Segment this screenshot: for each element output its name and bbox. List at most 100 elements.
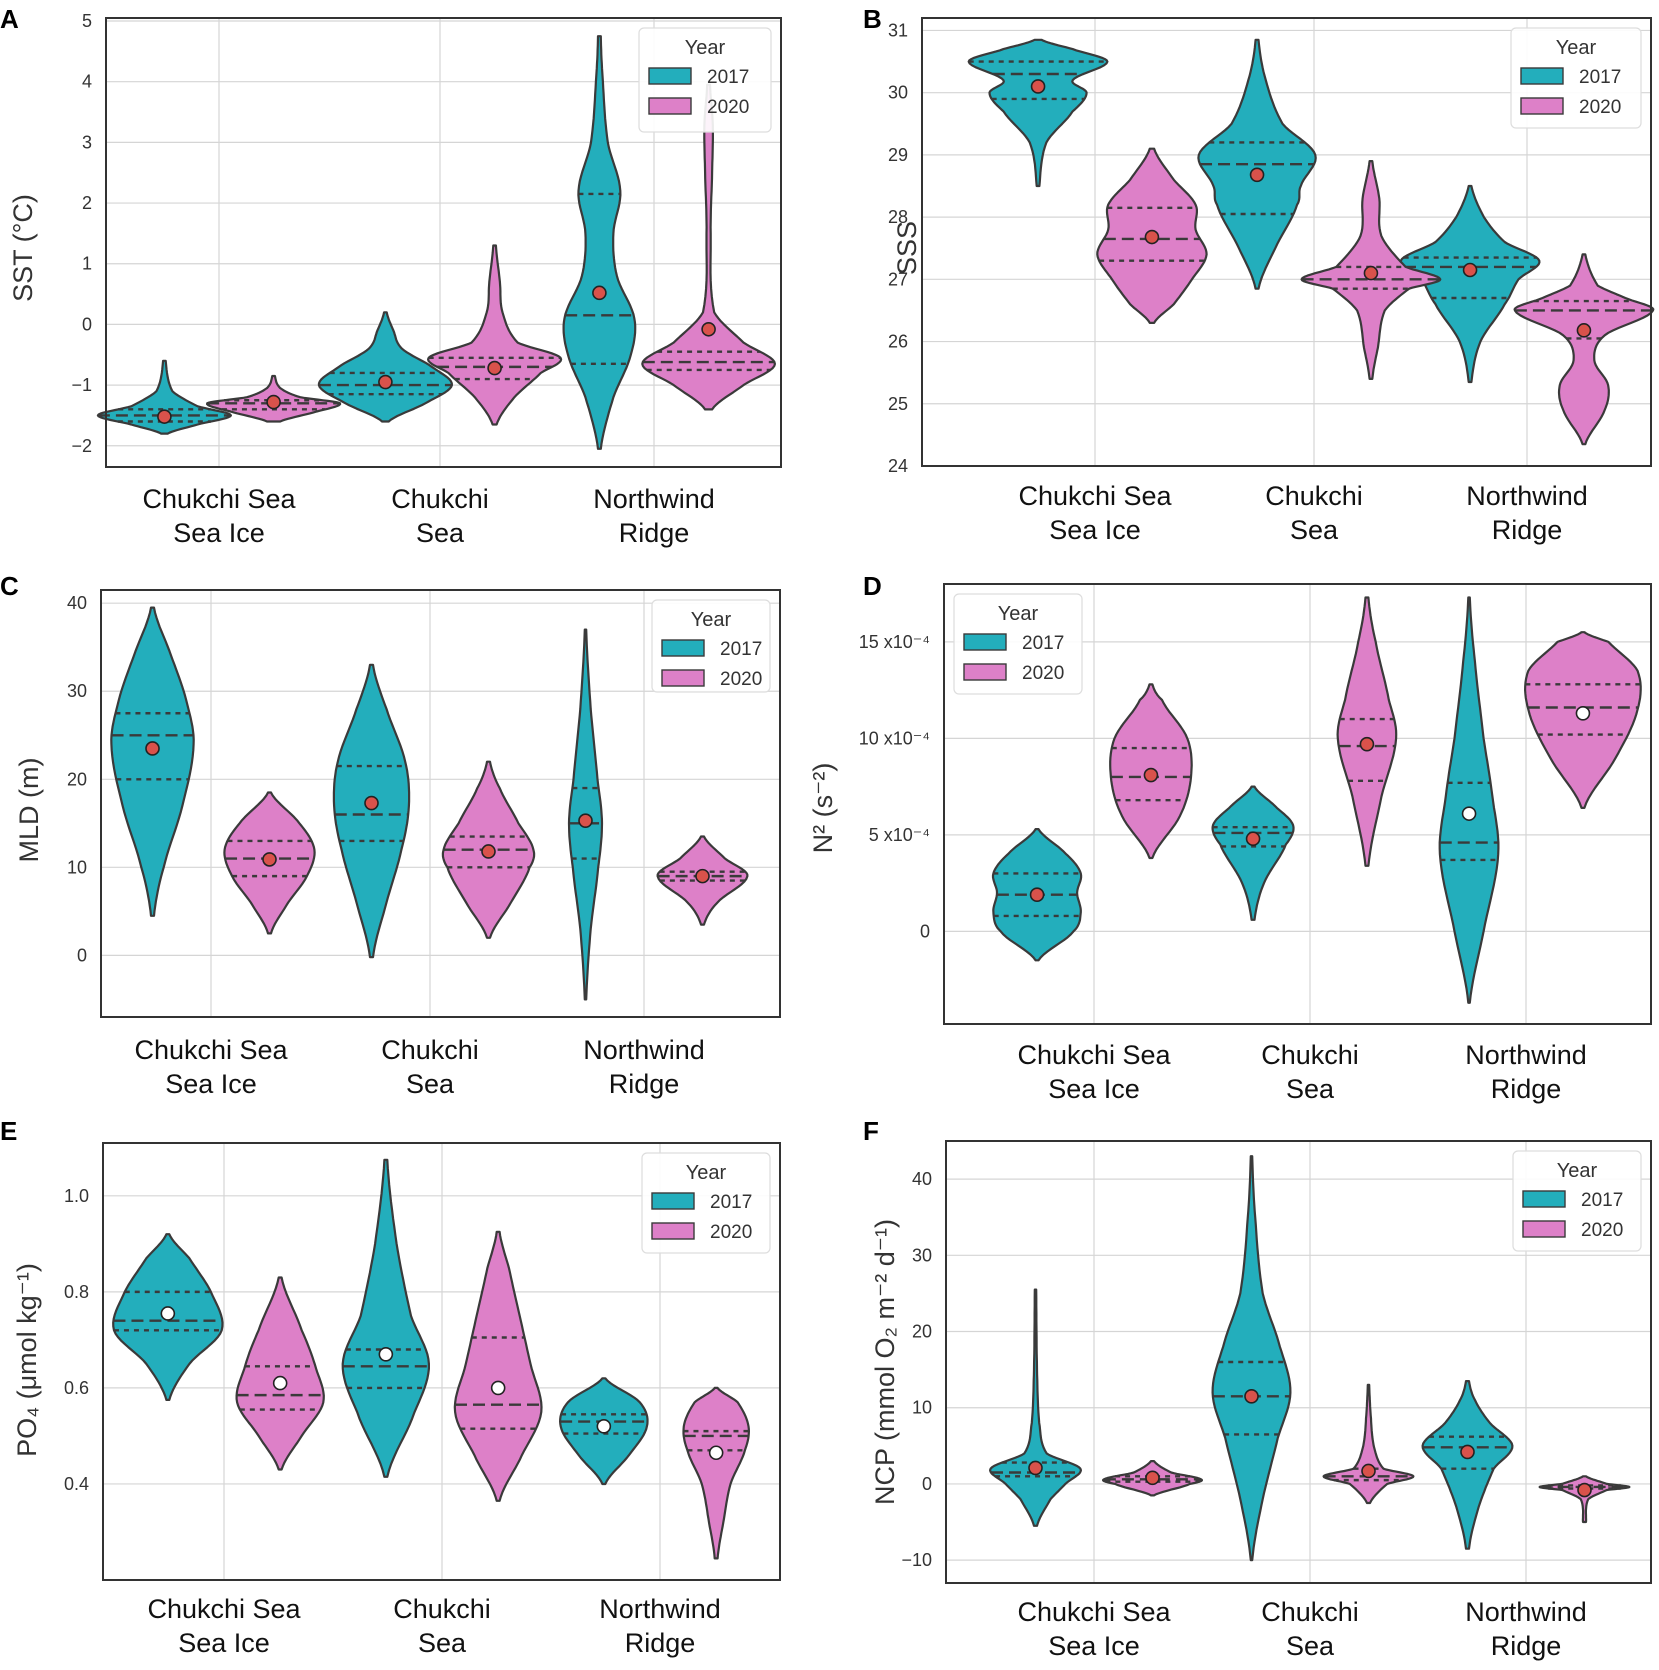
legend-label: 2020	[710, 1222, 752, 1243]
mean-marker	[708, 1445, 724, 1461]
y-tick-label: 0	[922, 1474, 932, 1494]
x-category-label: Northwind Ridge	[1465, 1040, 1587, 1104]
legend-title: Year	[1556, 37, 1597, 59]
mean-marker	[1462, 262, 1478, 278]
legend: Year 2017 2020	[1512, 1150, 1642, 1252]
x-category-label: Chukchi Sea Sea Ice	[1017, 1040, 1171, 1104]
violin-2020-3	[1513, 253, 1655, 446]
panel-e: E 0.4 0.6 0.8 1.0 Chukchi Sea Sea Ice Chukchi Se…	[0, 1116, 781, 1658]
legend-swatch	[651, 1222, 695, 1240]
mean-marker	[487, 360, 502, 376]
violin-2020-2	[1300, 160, 1442, 380]
legend-label: 2020	[707, 97, 749, 118]
violin-2020-1	[1096, 147, 1208, 324]
violin-2017-3	[562, 35, 637, 450]
legend-swatch	[963, 633, 1007, 651]
panel-f: F −10 0 10 20 30 40 Chukchi Sea Sea Ice Chukchi Se…	[863, 1116, 1652, 1661]
legend-box	[651, 599, 771, 693]
panel-a: A −2 −1 0 1 2 3 4 5 Chukchi Sea Sea Ice Chukchi Sea N…	[0, 4, 782, 548]
violin-body	[989, 1288, 1082, 1527]
mean-marker	[592, 285, 607, 301]
violin-body	[453, 1230, 543, 1502]
mean-marker	[157, 409, 172, 424]
mean-marker	[1577, 1482, 1592, 1498]
legend-title: Year	[691, 609, 732, 631]
violin-2017-1	[112, 1233, 224, 1401]
violin-2017-1	[989, 1288, 1082, 1527]
legend-label: 2020	[1581, 1220, 1623, 1241]
y-tick-label: 27	[888, 269, 908, 289]
y-tick-label: 20	[67, 769, 87, 789]
y-axis-label: PO₄ (μmol kg⁻¹)	[12, 1263, 42, 1457]
violin-body	[641, 83, 776, 411]
x-category-label: Chukchi Sea Sea Ice	[1018, 481, 1172, 545]
y-axis-label: NCP (mmol O₂ m⁻² d⁻¹)	[870, 1219, 900, 1505]
violin-2020-2	[441, 760, 536, 939]
legend-label: 2017	[1579, 67, 1621, 88]
panel-letter: A	[0, 4, 19, 34]
panel-c: C 0 10 20 30 40 Chukchi Sea Sea Ice Chukchi Sea No…	[0, 571, 781, 1099]
y-tick-label: 30	[888, 83, 908, 103]
x-category-label: Chukchi Sea Sea Ice	[1017, 1597, 1171, 1661]
y-tick-label: 0	[82, 314, 92, 334]
x-category-label: Northwind Ridge	[599, 1594, 721, 1658]
mean-marker	[596, 1419, 612, 1434]
panel-letter: D	[863, 571, 882, 601]
panel-d: D 0 5 x10⁻⁴ 10 x10⁻⁴ 15 x10⁻⁴ Chukchi Sea Sea …	[808, 571, 1652, 1104]
mean-marker	[578, 813, 593, 828]
violin-2017-2	[1197, 38, 1317, 290]
violin-2020-1	[206, 374, 342, 423]
violin-2017-3	[1438, 596, 1500, 1004]
x-category-label: Northwind Ridge	[593, 484, 715, 548]
mean-marker	[1576, 323, 1592, 338]
legend-swatch	[651, 1192, 695, 1210]
violin-body	[1211, 1155, 1292, 1562]
violin-2017-3	[1399, 184, 1541, 384]
y-tick-label: 10	[67, 857, 87, 877]
y-tick-label: 26	[888, 332, 908, 352]
y-tick-label: 40	[912, 1169, 932, 1189]
mean-marker	[1359, 736, 1375, 752]
mean-marker	[481, 844, 496, 859]
y-tick-label: 0.6	[64, 1378, 89, 1398]
y-tick-label: −1	[71, 375, 92, 395]
legend-swatch	[648, 97, 692, 115]
axes-frame	[105, 17, 782, 468]
x-category-label: Chukchi Sea	[1261, 1040, 1359, 1104]
legend-swatch	[1522, 1220, 1566, 1238]
legend-label: 2017	[1581, 1190, 1623, 1211]
legend: Year 2017 2020	[953, 593, 1083, 695]
mean-marker	[1244, 1388, 1259, 1404]
y-tick-label: 0.8	[64, 1282, 89, 1302]
mean-marker	[145, 741, 160, 756]
y-tick-label: 15 x10⁻⁴	[859, 632, 930, 652]
legend-title: Year	[1557, 1160, 1598, 1182]
mean-marker	[1461, 806, 1477, 821]
legend-swatch	[1522, 1190, 1566, 1208]
violin-body	[1438, 596, 1500, 1004]
y-tick-label: −2	[71, 436, 92, 456]
y-tick-label: 10 x10⁻⁴	[859, 728, 930, 748]
axes-frame	[102, 1142, 781, 1581]
y-tick-label: 31	[888, 20, 908, 40]
x-category-label: Northwind Ridge	[1466, 481, 1588, 545]
x-category-label: Northwind Ridge	[1465, 1597, 1587, 1661]
mean-marker	[1460, 1444, 1475, 1460]
panel-letter: B	[863, 4, 882, 34]
violin-2017-1	[967, 38, 1109, 188]
mean-marker	[262, 852, 277, 867]
legend-title: Year	[686, 1162, 727, 1184]
violin-body	[1513, 253, 1655, 446]
y-axis-label: SST (°C)	[8, 194, 38, 302]
legend-swatch	[963, 663, 1007, 681]
legend-label: 2017	[710, 1192, 752, 1213]
mean-marker	[1575, 705, 1591, 721]
violin-2020-1	[1109, 683, 1193, 860]
y-tick-label: 1	[82, 254, 92, 274]
legend-title: Year	[685, 37, 726, 59]
y-tick-label: 28	[888, 207, 908, 227]
y-tick-label: 30	[67, 681, 87, 701]
mean-marker	[266, 394, 281, 410]
axes-frame	[921, 17, 1652, 467]
violin-2020-1	[235, 1276, 325, 1471]
